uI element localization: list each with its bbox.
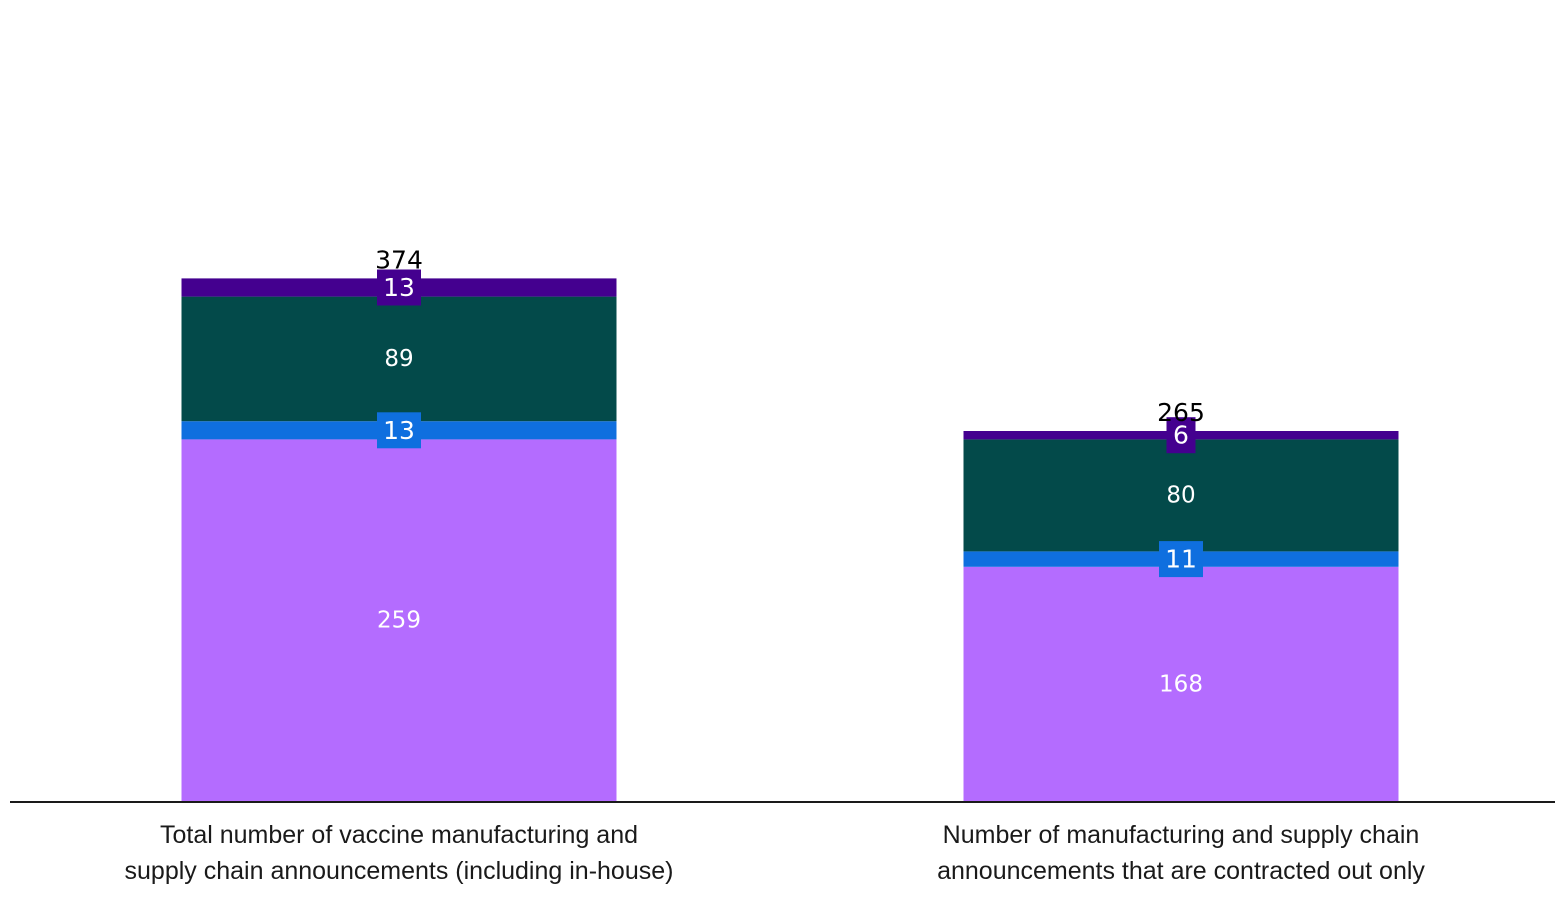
category-label: announcements that are contracted out on… [937, 857, 1425, 885]
data-label-box [1166, 417, 1196, 454]
category-label: supply chain announcements (including in… [125, 857, 674, 885]
data-label: 6 [1173, 421, 1189, 450]
data-label: 168 [1159, 671, 1203, 697]
data-label-box [377, 269, 421, 306]
data-label: 259 [377, 608, 421, 634]
data-label-box [1159, 541, 1203, 578]
bar-segment [963, 566, 1399, 802]
bars-layer [181, 278, 1399, 802]
data-label: 80 [1166, 482, 1195, 508]
category-label: Number of manufacturing and supply chain [943, 821, 1420, 849]
data-label-box [377, 412, 421, 449]
data-label: 13 [383, 416, 415, 445]
bar-segment [181, 439, 617, 802]
bar-segment [963, 439, 1399, 552]
category-labels: Total number of vaccine manufacturing an… [125, 821, 1426, 885]
bar-segment [181, 296, 617, 422]
data-label: 89 [384, 346, 413, 372]
category-label: Total number of vaccine manufacturing an… [160, 821, 638, 849]
data-label: 11 [1165, 545, 1197, 574]
total-label: 265 [1157, 398, 1205, 427]
data-label: 13 [383, 273, 415, 302]
total-label: 374 [375, 245, 423, 274]
